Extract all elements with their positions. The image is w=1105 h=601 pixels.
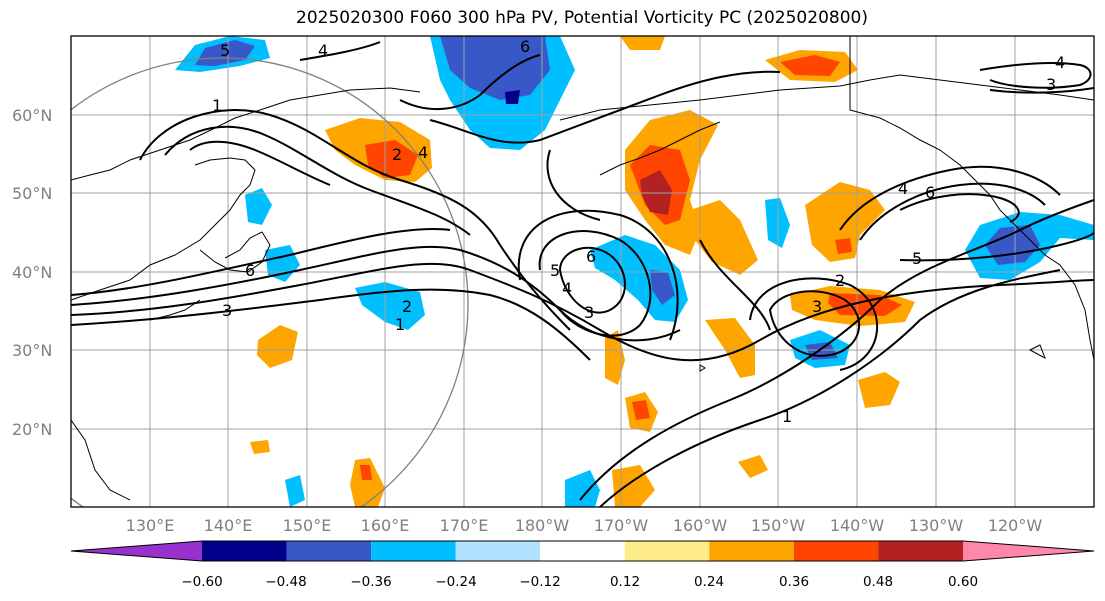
lon-label: 130°E (126, 516, 175, 535)
positive-anomaly-region (360, 465, 372, 480)
lon-label: 140°W (830, 516, 885, 535)
contour-label: 2 (392, 145, 402, 164)
lon-label: 170°E (440, 516, 489, 535)
colorbar-segment (455, 541, 541, 561)
contour-label: 3 (1046, 75, 1056, 94)
positive-anomaly-region (257, 325, 298, 368)
contour-label: 3 (584, 303, 594, 322)
lon-label: 120°W (988, 516, 1043, 535)
contour-label: 4 (898, 179, 908, 198)
positive-anomaly-region (690, 200, 758, 275)
colorbar-tick-label: 0.48 (863, 574, 893, 590)
colorbar-segment (371, 541, 456, 561)
colorbar-segment (709, 541, 794, 561)
colorbar-tick-label: 0.24 (694, 574, 724, 590)
contour-label: 5 (912, 249, 922, 268)
colorbar-segment (71, 541, 202, 561)
positive-anomaly-region (780, 55, 840, 76)
lon-label: 150°W (751, 516, 806, 535)
colorbar-tick-label: 0.12 (610, 574, 640, 590)
contour-label: 3 (812, 297, 822, 316)
contour-labels: 1 2 3 4 5 6 1 3 6 5 4 6 2 3 5 4 6 3 4 1 … (212, 37, 1065, 426)
contour-label: 5 (550, 261, 560, 280)
lon-label: 140°E (204, 516, 253, 535)
positive-anomaly-region (612, 465, 655, 507)
positive-anomaly-region (250, 440, 270, 454)
contour-label: 5 (220, 41, 230, 60)
negative-anomaly-region (440, 36, 550, 100)
lat-label: 30°N (12, 341, 52, 360)
lon-label: 170°W (594, 516, 649, 535)
colorbar (70, 540, 1095, 562)
negative-anomaly-region (285, 475, 305, 507)
colorbar-tick-label: 0.60 (948, 574, 978, 590)
contour-label: 4 (418, 143, 428, 162)
colorbar-tick-label: −0.24 (435, 574, 476, 590)
contour-label: 2 (402, 297, 412, 316)
positive-anomaly-region (620, 36, 665, 50)
positive-anomaly-region (605, 330, 625, 385)
colorbar-outline (70, 540, 1095, 562)
contour-label: 6 (925, 183, 935, 202)
contour-label: 6 (245, 261, 255, 280)
contour-label: 4 (562, 279, 572, 298)
lat-label: 20°N (12, 420, 52, 439)
positive-anomaly-region (705, 318, 755, 378)
contour-label: 4 (1055, 53, 1065, 72)
lon-label: 160°W (673, 516, 728, 535)
colorbar-labels: −0.60 −0.48 −0.36 −0.24 −0.12 0.12 0.24 … (181, 574, 978, 590)
positive-anomaly-region (858, 372, 900, 408)
lat-label: 50°N (12, 184, 52, 203)
lon-label: 130°W (909, 516, 964, 535)
colorbar-segment (624, 541, 710, 561)
colorbar-tick-label: −0.60 (181, 574, 222, 590)
contour-label: 1 (212, 96, 222, 115)
latitude-labels: 60°N 50°N 40°N 30°N 20°N (12, 106, 52, 439)
colorbar-segment (878, 541, 963, 561)
lon-label: 160°E (361, 516, 410, 535)
positive-anomaly-region (350, 458, 385, 507)
colorbar-tick-label: −0.12 (519, 574, 560, 590)
colorbar-tick-label: 0.36 (779, 574, 809, 590)
positive-anomaly-region (738, 455, 768, 478)
map-title: 2025020300 F060 300 hPa PV, Potential Vo… (296, 8, 868, 28)
negative-anomaly-region (245, 188, 272, 225)
longitude-labels: 130°E 140°E 150°E 160°E 170°E 180°W 170°… (126, 516, 1043, 535)
positive-anomaly-region (828, 293, 902, 316)
colorbar-segment (540, 541, 625, 561)
colorbar-segment (286, 541, 372, 561)
map-border (70, 35, 1095, 508)
negative-anomaly-region (565, 470, 600, 507)
lon-label: 180°W (515, 516, 570, 535)
contour-label: 1 (782, 407, 792, 426)
contour-label: 2 (835, 271, 845, 290)
lon-label: 150°E (283, 516, 332, 535)
colorbar-tick-label: −0.48 (265, 574, 306, 590)
contour-label: 4 (318, 41, 328, 60)
colorbar-segment (963, 541, 1094, 561)
contour-label: 6 (520, 37, 530, 56)
colorbar-tick-label: −0.36 (350, 574, 391, 590)
positive-anomaly-region (365, 140, 418, 178)
negative-anomaly-region (195, 40, 255, 66)
contour-label: 1 (395, 315, 405, 334)
negative-anomaly-region (650, 270, 675, 305)
contour-label: 3 (222, 301, 232, 320)
negative-anomaly-region (505, 90, 520, 104)
positive-anomaly-region (835, 238, 852, 254)
range-circle (71, 57, 469, 507)
coastlines (71, 36, 1094, 501)
lat-label: 40°N (12, 263, 52, 282)
pv-contours (71, 41, 1094, 507)
lat-label: 60°N (12, 106, 52, 125)
colorbar-segment (793, 541, 879, 561)
contour-label: 6 (586, 247, 596, 266)
colorbar-segment (202, 541, 287, 561)
positive-anomaly-region (632, 400, 650, 420)
